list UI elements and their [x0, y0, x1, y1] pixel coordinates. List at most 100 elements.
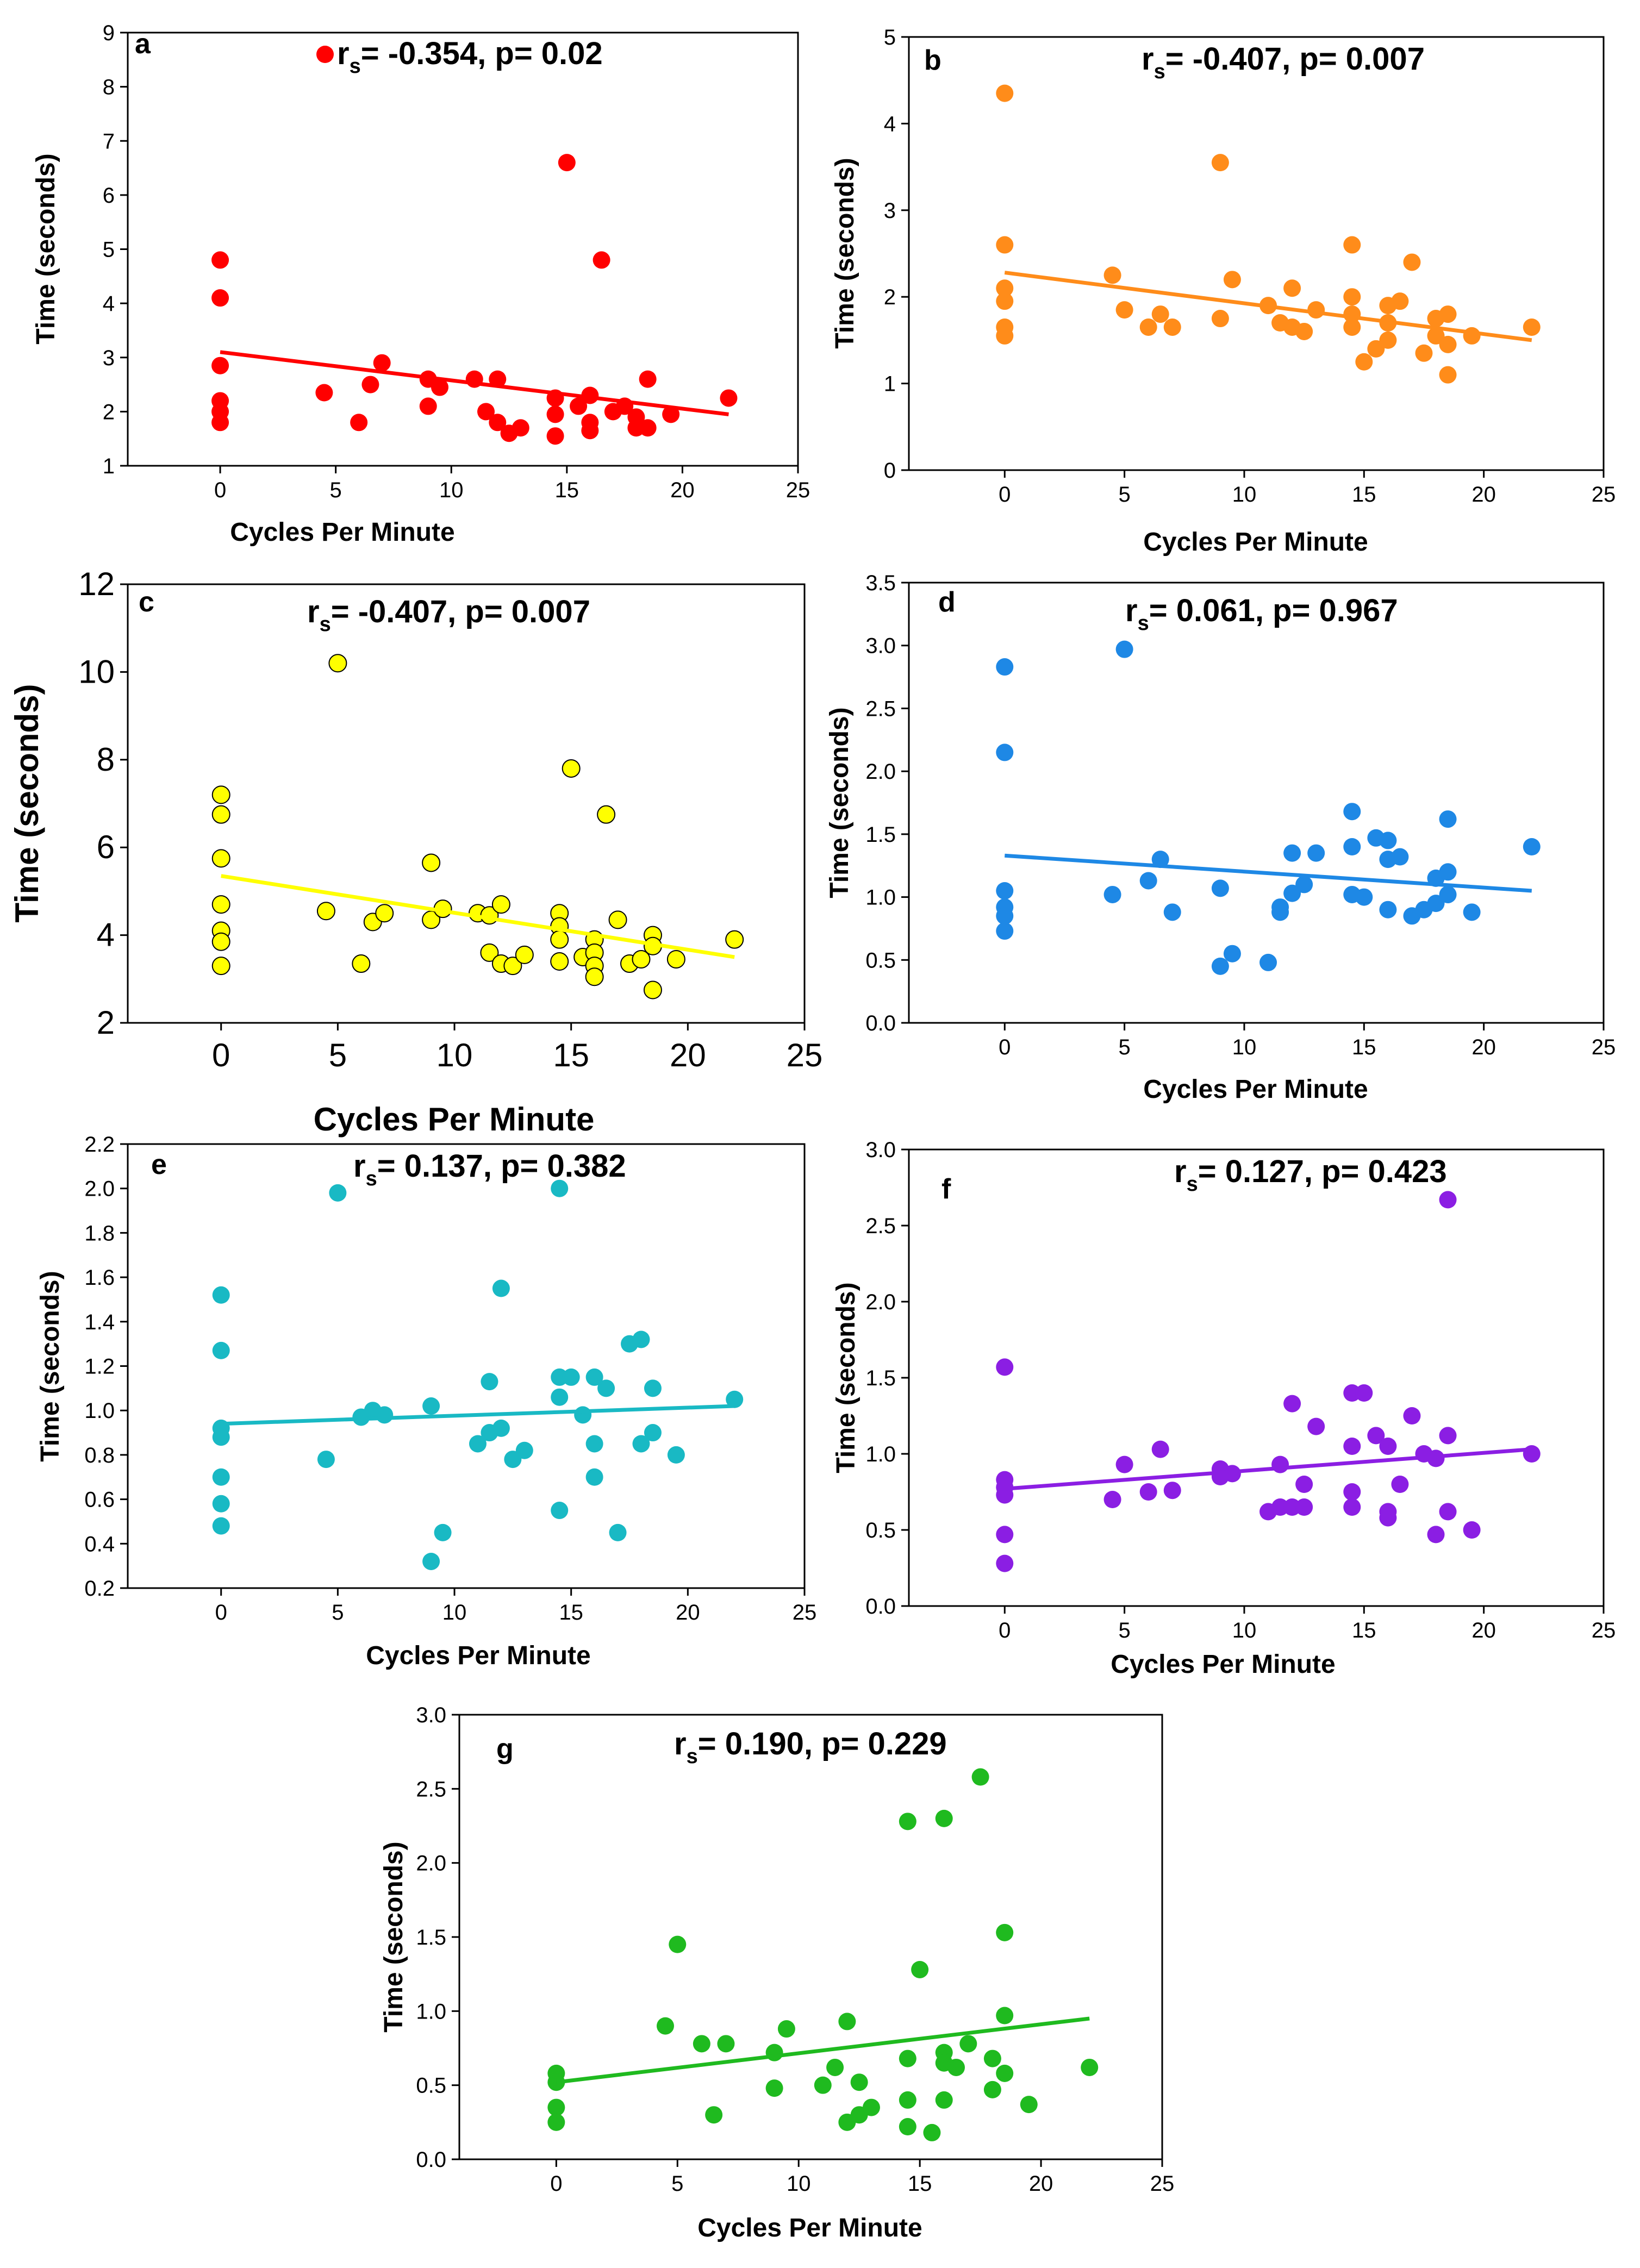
- data-point: [211, 895, 230, 914]
- data-point: [1427, 1449, 1445, 1467]
- annotation-values: = 0.127, p= 0.423: [1198, 1154, 1447, 1189]
- y-tick-label: 0.6: [84, 1488, 115, 1512]
- y-axis-title: Time (seconds): [832, 1282, 860, 1473]
- data-point: [996, 1923, 1014, 1941]
- data-point: [639, 370, 657, 388]
- data-point: [1343, 236, 1361, 254]
- data-point: [1307, 1417, 1325, 1435]
- x-tick-label: 5: [1118, 1035, 1130, 1059]
- data-point: [1439, 1191, 1457, 1209]
- x-tick-label: 10: [787, 2172, 811, 2196]
- data-point: [996, 907, 1014, 925]
- data-point: [996, 2007, 1014, 2025]
- data-point: [720, 389, 738, 407]
- data-point: [1115, 1455, 1133, 1473]
- correlation-annotation: rs= -0.407, p= 0.007: [1142, 41, 1425, 83]
- data-point: [1379, 832, 1397, 849]
- y-tick-label: 0.0: [865, 1595, 896, 1619]
- y-tick-label: 0.2: [84, 1577, 115, 1601]
- panel-d: 0 5 10 15 20 25 0.0 0.5 1.0 1.5 2.0 2.5 3.0 3.5 Cycles…: [825, 571, 1616, 1104]
- data-point: [1283, 1498, 1301, 1516]
- data-point: [1391, 292, 1409, 310]
- data-point: [632, 1435, 650, 1453]
- y-tick-label: 1.6: [84, 1266, 115, 1290]
- data-point: [558, 154, 576, 172]
- annotation-subscript: s: [1154, 60, 1165, 83]
- data-point: [212, 1517, 230, 1535]
- y-tick-label: 1.0: [865, 886, 896, 910]
- data-point: [1523, 1445, 1541, 1463]
- x-axis-title: Cycles Per Minute: [697, 2214, 922, 2242]
- legend-dot: [316, 46, 334, 63]
- data-point: [923, 2123, 941, 2141]
- panel-letter: a: [135, 28, 151, 60]
- data-point: [1103, 885, 1121, 903]
- data-point: [431, 378, 448, 396]
- data-point: [492, 1279, 510, 1297]
- data-point: [477, 403, 495, 421]
- data-point: [512, 419, 529, 437]
- data-point: [581, 422, 599, 440]
- y-tick-label: 1.0: [84, 1399, 115, 1423]
- x-tick-label: 20: [1029, 2172, 1053, 2196]
- data-point: [492, 1419, 510, 1437]
- data-point: [1271, 1498, 1289, 1516]
- data-point: [777, 2020, 795, 2038]
- x-tick-label: 10: [1232, 1619, 1257, 1642]
- y-tick-label: 0: [884, 459, 896, 483]
- data-point: [1439, 366, 1457, 384]
- data-point: [1271, 1455, 1289, 1473]
- data-point: [1439, 1503, 1457, 1521]
- annotation-subscript: s: [366, 1167, 377, 1190]
- data-point: [1343, 1438, 1361, 1455]
- panel-letter: f: [941, 1173, 951, 1205]
- x-tick-label: 25: [1592, 1035, 1616, 1059]
- data-point: [1151, 851, 1169, 869]
- x-tick-label: 5: [329, 1037, 347, 1073]
- data-point: [480, 943, 499, 962]
- x-tick-label: 5: [1118, 1619, 1130, 1642]
- panel-letter: d: [938, 586, 956, 618]
- data-point: [1103, 1491, 1121, 1508]
- y-axis-title: Time (seconds): [36, 1271, 65, 1461]
- y-axis-title: Time (seconds): [831, 158, 859, 348]
- data-point: [1403, 1407, 1421, 1424]
- trend-line: [221, 874, 735, 959]
- annotation-subscript: s: [1187, 1173, 1198, 1196]
- x-tick-label: 0: [214, 478, 226, 502]
- data-point: [667, 1446, 685, 1464]
- data-point: [971, 1768, 989, 1786]
- data-point: [317, 1451, 335, 1469]
- data-point: [1427, 895, 1445, 913]
- x-axis-title: Cycles Per Minute: [230, 518, 454, 547]
- data-point: [911, 1960, 929, 1978]
- y-tick-label: 2.5: [865, 1214, 896, 1238]
- annotation-r: r: [353, 1148, 366, 1184]
- x-tick-label: 5: [1118, 483, 1130, 507]
- y-tick-label: 3.5: [865, 571, 896, 595]
- data-point: [1081, 2058, 1099, 2076]
- data-point: [1439, 810, 1457, 828]
- y-tick-label: 0.0: [416, 2148, 446, 2172]
- y-tick-label: 6: [97, 829, 115, 865]
- x-tick-label: 10: [1232, 483, 1257, 507]
- data-point: [1295, 876, 1313, 894]
- data-point: [1211, 957, 1229, 975]
- x-axis-title: Cycles Per Minute: [314, 1101, 595, 1138]
- data-point: [935, 1809, 953, 1827]
- y-tick-label: 1.4: [84, 1310, 115, 1334]
- data-point: [1343, 318, 1361, 336]
- y-tick-label: 1.5: [865, 1366, 896, 1390]
- data-point: [1139, 318, 1157, 336]
- data-point: [644, 1424, 662, 1442]
- data-point: [550, 930, 569, 949]
- data-point: [329, 1184, 347, 1202]
- data-point: [551, 1179, 569, 1197]
- data-point: [669, 1935, 687, 1953]
- data-point: [1103, 266, 1121, 284]
- x-tick-label: 15: [559, 1601, 583, 1625]
- data-point: [419, 397, 437, 415]
- y-tick-label: 0.5: [865, 948, 896, 972]
- data-point: [1295, 322, 1313, 340]
